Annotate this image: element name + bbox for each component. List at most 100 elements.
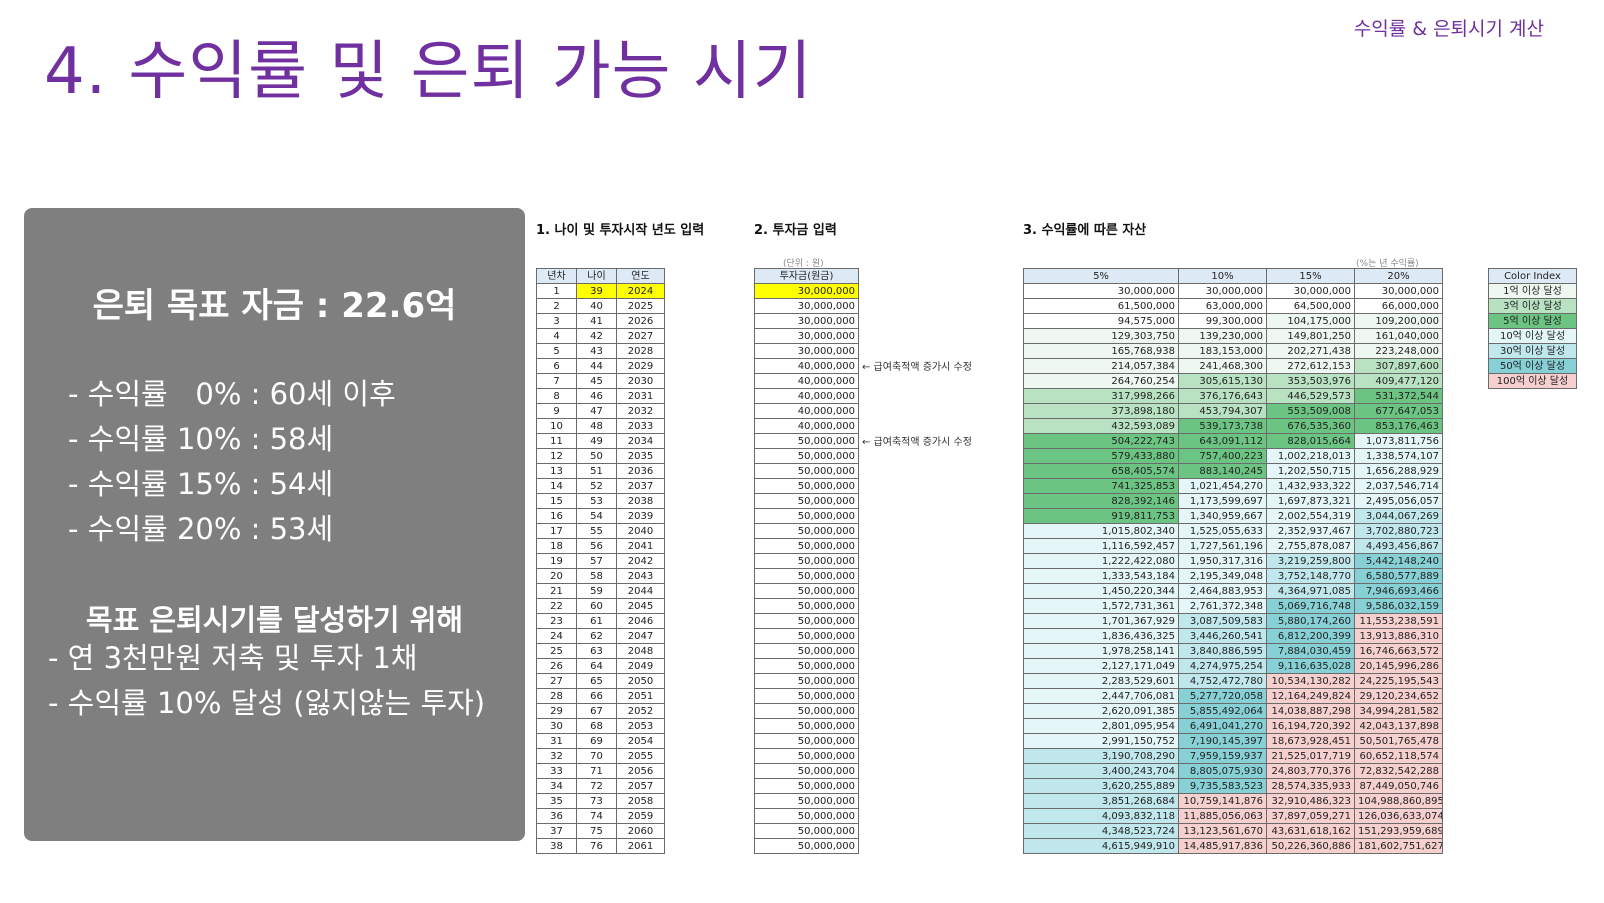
asset-value-cell: 1,340,959,667: [1178, 508, 1267, 524]
page-title: 4. 수익률 및 은퇴 가능 시기: [44, 35, 813, 109]
investment-cell: 50,000,000: [754, 703, 859, 719]
asset-value-cell: 883,140,245: [1178, 463, 1267, 479]
table-row: 30,000,000: [754, 343, 859, 359]
table-row: 30,000,000: [754, 328, 859, 344]
asset-value-cell: 223,248,000: [1354, 343, 1443, 359]
investment-cell: 50,000,000: [754, 823, 859, 839]
investment-cell: 30,000,000: [754, 343, 859, 359]
investment-cell: 50,000,000: [754, 763, 859, 779]
table-row: 30,000,000: [754, 298, 859, 314]
asset-value-cell: 129,303,750: [1023, 328, 1179, 344]
investment-table: 투자금(원금) 30,000,000 30,000,000 30,000,000 30…: [754, 268, 859, 854]
year-index-cell: 6: [536, 358, 577, 374]
asset-value-cell: 104,175,000: [1266, 313, 1355, 329]
year-age-table: 년차 나이 연도 1 39 2024 2 40 2025 3 41 2026 4 42 2027 5 43…: [536, 268, 665, 854]
header-rate-5: 5%: [1023, 268, 1179, 284]
legend-item: 50억 이상 달성: [1488, 358, 1577, 374]
year-cell: 2035: [616, 448, 665, 464]
table-row: 37 75 2060: [536, 823, 665, 839]
age-cell: 50: [576, 448, 617, 464]
asset-value-cell: 60,652,118,574: [1354, 748, 1443, 764]
table-row: 2,447,706,081 5,277,720,058 12,164,249,824…: [1023, 688, 1443, 704]
asset-value-cell: 66,000,000: [1354, 298, 1443, 314]
table-row: 50,000,000: [754, 703, 859, 719]
asset-value-cell: 531,372,544: [1354, 388, 1443, 404]
asset-value-cell: 7,946,693,466: [1354, 583, 1443, 599]
table-row: 5 43 2028: [536, 343, 665, 359]
legend-item: 10억 이상 달성: [1488, 328, 1577, 344]
legend-item: 1억 이상 달성: [1488, 283, 1577, 299]
investment-cell: 50,000,000: [754, 733, 859, 749]
asset-value-cell: 1,525,055,633: [1178, 523, 1267, 539]
investment-cell: 50,000,000: [754, 553, 859, 569]
asset-value-cell: 5,442,148,240: [1354, 553, 1443, 569]
table-row: 264,760,254 305,615,130 353,503,976 409,477…: [1023, 373, 1443, 389]
asset-value-cell: 1,116,592,457: [1023, 538, 1179, 554]
table-row: 1,116,592,457 1,727,561,196 2,755,878,087 4…: [1023, 538, 1443, 554]
legend-row: 3억 이상 달성: [1488, 298, 1577, 314]
asset-value-cell: 42,043,137,898: [1354, 718, 1443, 734]
asset-value-cell: 3,752,148,770: [1266, 568, 1355, 584]
age-cell: 57: [576, 553, 617, 569]
table-row: 40,000,000: [754, 373, 859, 389]
asset-value-cell: 11,885,056,063: [1178, 808, 1267, 824]
table-row: 3,400,243,704 8,805,075,930 24,803,770,376…: [1023, 763, 1443, 779]
age-cell: 52: [576, 478, 617, 494]
table-row: 1,701,367,929 3,087,509,583 5,880,174,260 1…: [1023, 613, 1443, 629]
year-index-cell: 29: [536, 703, 577, 719]
asset-value-cell: 10,534,130,282: [1266, 673, 1355, 689]
table-row: 94,575,000 99,300,000 104,175,000 109,200,0…: [1023, 313, 1443, 329]
table-row: 11 49 2034: [536, 433, 665, 449]
asset-value-cell: 9,116,635,028: [1266, 658, 1355, 674]
investment-cell: 50,000,000: [754, 538, 859, 554]
table-row: 16 54 2039: [536, 508, 665, 524]
year-index-cell: 10: [536, 418, 577, 434]
year-index-cell: 27: [536, 673, 577, 689]
year-cell: 2060: [616, 823, 665, 839]
table-row: 2 40 2025: [536, 298, 665, 314]
header-rate-10: 10%: [1178, 268, 1267, 284]
table-row: 20 58 2043: [536, 568, 665, 584]
table-row: 50,000,000: [754, 763, 859, 779]
age-cell: 73: [576, 793, 617, 809]
year-cell: 2045: [616, 598, 665, 614]
asset-value-cell: 1,073,811,756: [1354, 433, 1443, 449]
asset-value-cell: 4,364,971,085: [1266, 583, 1355, 599]
year-cell: 2032: [616, 403, 665, 419]
asset-value-cell: 16,194,720,392: [1266, 718, 1355, 734]
year-cell: 2028: [616, 343, 665, 359]
table-row: 33 71 2056: [536, 763, 665, 779]
year-cell: 2029: [616, 358, 665, 374]
asset-value-cell: 181,602,751,627: [1354, 838, 1443, 854]
investment-cell: 50,000,000: [754, 718, 859, 734]
table-row: 38 76 2061: [536, 838, 665, 854]
year-cell: 2042: [616, 553, 665, 569]
table-row: 3,190,708,290 7,959,159,937 21,525,017,719…: [1023, 748, 1443, 764]
table-row: 25 63 2048: [536, 643, 665, 659]
table-row: 3 41 2026: [536, 313, 665, 329]
asset-value-cell: 32,910,486,323: [1266, 793, 1355, 809]
asset-value-cell: 1,656,288,929: [1354, 463, 1443, 479]
table-row: 50,000,000: [754, 433, 859, 449]
year-cell: 2043: [616, 568, 665, 584]
table-row: 9 47 2032: [536, 403, 665, 419]
rate-item: - 수익률 20% : 53세: [68, 512, 334, 546]
year-cell: 2037: [616, 478, 665, 494]
table-row: 50,000,000: [754, 658, 859, 674]
legend-row: 5억 이상 달성: [1488, 313, 1577, 329]
age-cell: 43: [576, 343, 617, 359]
asset-value-cell: 1,021,454,270: [1178, 478, 1267, 494]
investment-cell: 30,000,000: [754, 298, 859, 314]
asset-value-cell: 1,450,220,344: [1023, 583, 1179, 599]
asset-value-cell: 264,760,254: [1023, 373, 1179, 389]
investment-cell: 50,000,000: [754, 508, 859, 524]
asset-value-cell: 757,400,223: [1178, 448, 1267, 464]
asset-value-cell: 1,202,550,715: [1266, 463, 1355, 479]
year-index-cell: 3: [536, 313, 577, 329]
year-cell: 2061: [616, 838, 665, 854]
asset-value-cell: 5,069,716,748: [1266, 598, 1355, 614]
asset-value-cell: 72,832,542,288: [1354, 763, 1443, 779]
age-cell: 72: [576, 778, 617, 794]
year-cell: 2034: [616, 433, 665, 449]
table-row: 741,325,853 1,021,454,270 1,432,933,322 2,0…: [1023, 478, 1443, 494]
